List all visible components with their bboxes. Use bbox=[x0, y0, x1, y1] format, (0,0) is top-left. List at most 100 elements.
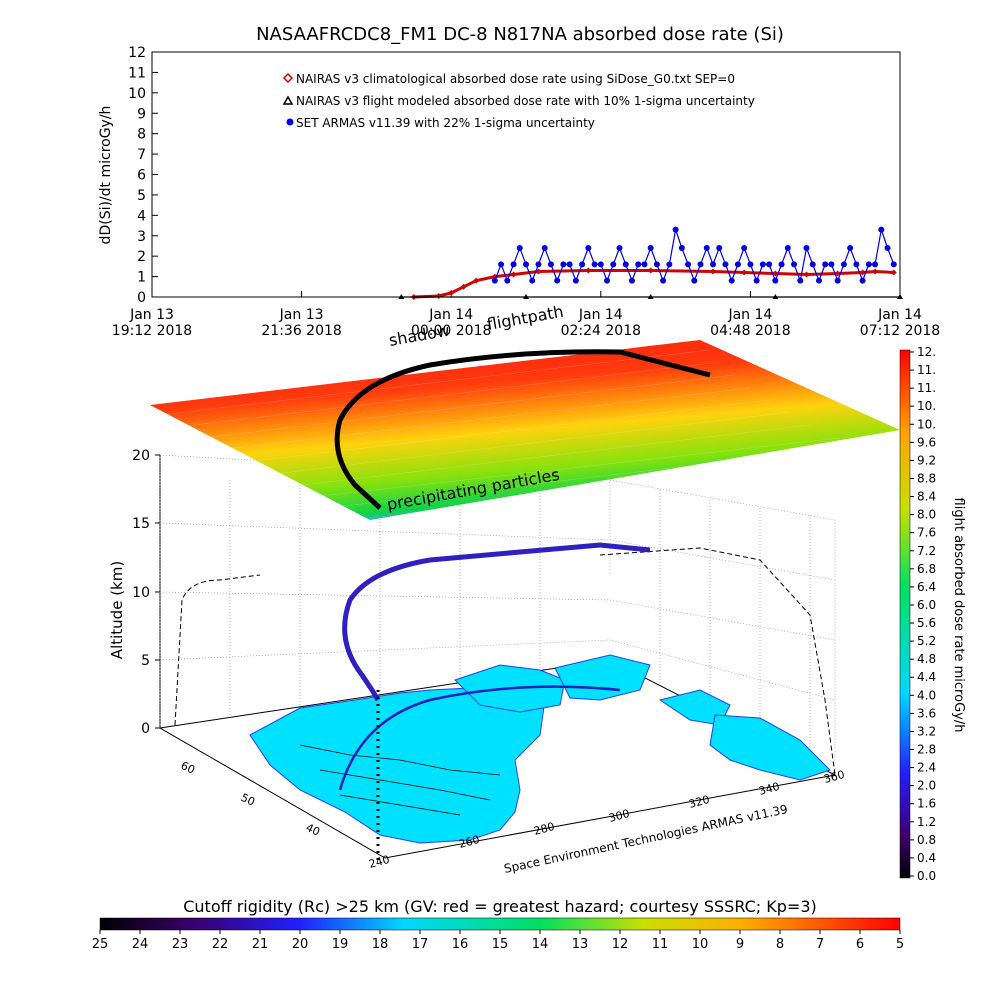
north-america-landmass bbox=[249, 687, 546, 844]
x-tick-time: 02:24 2018 bbox=[561, 323, 641, 339]
legend-item-nairas-clim: NAIRAS v3 climatological absorbed dose r… bbox=[282, 72, 735, 86]
data-point bbox=[872, 261, 879, 268]
dose-rate-colorbar: 12. 11. 11. 10. 10. 9.6 9.2 8.8 8.4 8.0 7.6 7.2 6.8 6… bbox=[899, 345, 966, 883]
data-point bbox=[803, 245, 810, 251]
colorbar-tick-label: 20 bbox=[292, 937, 309, 952]
lon-tick-label: 340 bbox=[757, 780, 781, 798]
slab-hatching bbox=[159, 349, 871, 511]
legend-item-nairas-flight: NAIRAS v3 flight modeled absorbed dose r… bbox=[282, 94, 755, 108]
data-point bbox=[803, 271, 810, 278]
y-tick-label: 8 bbox=[137, 127, 146, 143]
data-point bbox=[660, 277, 667, 284]
legend-label: SET ARMAS v11.39 with 22% 1-sigma uncert… bbox=[296, 116, 595, 130]
grid-line bbox=[659, 490, 811, 760]
lat-tick-label: 50 bbox=[239, 791, 257, 809]
data-point bbox=[535, 261, 542, 268]
cutoff-rigidity-colorbar: Cutoff rigidity (Rc) >25 km (GV: red = g… bbox=[92, 897, 904, 952]
colorbar-tick-label: 14 bbox=[532, 937, 549, 952]
x-tick-time: 19:12 2018 bbox=[112, 323, 192, 339]
data-point bbox=[541, 245, 548, 251]
colorbar-tick-label: 0.8 bbox=[917, 833, 936, 847]
series-line bbox=[413, 269, 894, 299]
colorbar-tick-label: 16 bbox=[452, 937, 469, 952]
colorbar-tick-label: 7.6 bbox=[917, 526, 936, 540]
data-point bbox=[741, 269, 748, 276]
data-point bbox=[753, 277, 760, 284]
data-point bbox=[616, 245, 623, 251]
data-point bbox=[822, 261, 829, 268]
data-point bbox=[473, 277, 480, 284]
data-point bbox=[847, 245, 854, 251]
annotation-flightpath: flightpath bbox=[485, 302, 565, 334]
data-point bbox=[703, 245, 710, 251]
colorbar-tick-label: 8 bbox=[776, 937, 784, 952]
data-point bbox=[628, 277, 635, 284]
colorbar-tick-label: 6.0 bbox=[917, 598, 936, 612]
data-point bbox=[653, 261, 660, 268]
longitude-axis: 240 260 280 300 320 340 360 bbox=[367, 768, 846, 871]
colorbar-tick-label: 12 bbox=[612, 937, 629, 952]
lon-tick-label: 260 bbox=[457, 833, 481, 851]
data-point bbox=[710, 261, 716, 268]
colorbar-tick-label: 11. bbox=[917, 363, 936, 377]
colorbar-tick-label: 21 bbox=[252, 937, 269, 952]
y-tick-label: 5 bbox=[137, 188, 146, 204]
legend-item-armas: SET ARMAS v11.39 with 22% 1-sigma uncert… bbox=[286, 116, 595, 130]
flight-altitude-path bbox=[342, 542, 651, 702]
data-point bbox=[710, 268, 716, 275]
data-point bbox=[604, 277, 611, 284]
y-tick-label: 9 bbox=[137, 106, 146, 122]
data-point bbox=[722, 261, 729, 268]
iceland-region bbox=[658, 689, 731, 726]
data-point bbox=[747, 261, 754, 268]
colorbar-tick-label: 4.0 bbox=[917, 688, 936, 702]
data-point bbox=[778, 261, 785, 268]
data-point bbox=[859, 269, 866, 276]
grid-line bbox=[159, 639, 836, 701]
x-tick-time: 00:00 2018 bbox=[411, 323, 491, 339]
altitude-3d-plot: 0 5 10 15 20 Altitude (km) bbox=[108, 302, 900, 876]
data-point bbox=[853, 261, 860, 268]
data-point bbox=[585, 267, 592, 274]
series-2 bbox=[491, 226, 897, 284]
data-point bbox=[691, 277, 698, 284]
precipitating-particle-slab bbox=[150, 340, 900, 520]
colorbar-tick-label: 5.2 bbox=[917, 634, 936, 648]
colorbar-tick-label: 18 bbox=[372, 937, 389, 952]
colorbar-tick-label: 10. bbox=[917, 399, 936, 413]
data-point bbox=[510, 271, 517, 278]
colorbar-tick-label: 1.2 bbox=[917, 815, 936, 829]
z-axis-label: Altitude (km) bbox=[108, 561, 126, 659]
data-point bbox=[666, 261, 673, 268]
colorbar-gradient bbox=[899, 349, 911, 879]
data-point bbox=[890, 261, 897, 268]
data-point bbox=[716, 245, 723, 251]
colorbar-tick-label: 19 bbox=[332, 937, 349, 952]
data-point bbox=[734, 261, 741, 268]
colorbar-tick-label: 24 bbox=[132, 937, 149, 952]
y-tick-label: 0 bbox=[137, 290, 146, 306]
data-point bbox=[591, 261, 598, 268]
series-group bbox=[398, 226, 903, 300]
colorbar-tick-label: 7 bbox=[816, 937, 824, 952]
lat-tick-label: 60 bbox=[179, 759, 197, 777]
data-point bbox=[622, 261, 629, 268]
colorbar-gradient bbox=[99, 917, 901, 931]
y-tick-label: 3 bbox=[137, 229, 146, 245]
data-point bbox=[678, 245, 685, 251]
data-point bbox=[535, 268, 542, 275]
data-point bbox=[547, 261, 554, 268]
slab-line bbox=[159, 349, 871, 511]
data-point bbox=[828, 261, 835, 268]
data-point bbox=[865, 261, 872, 268]
x-tick-day: Jan 14 bbox=[727, 307, 772, 323]
data-point bbox=[635, 261, 642, 268]
data-point bbox=[772, 277, 779, 284]
colorbar-tick-label: 15 bbox=[492, 937, 509, 952]
colorbar-tick-label: 17 bbox=[412, 937, 429, 952]
circle-marker-icon bbox=[286, 118, 294, 126]
data-point bbox=[398, 294, 405, 299]
